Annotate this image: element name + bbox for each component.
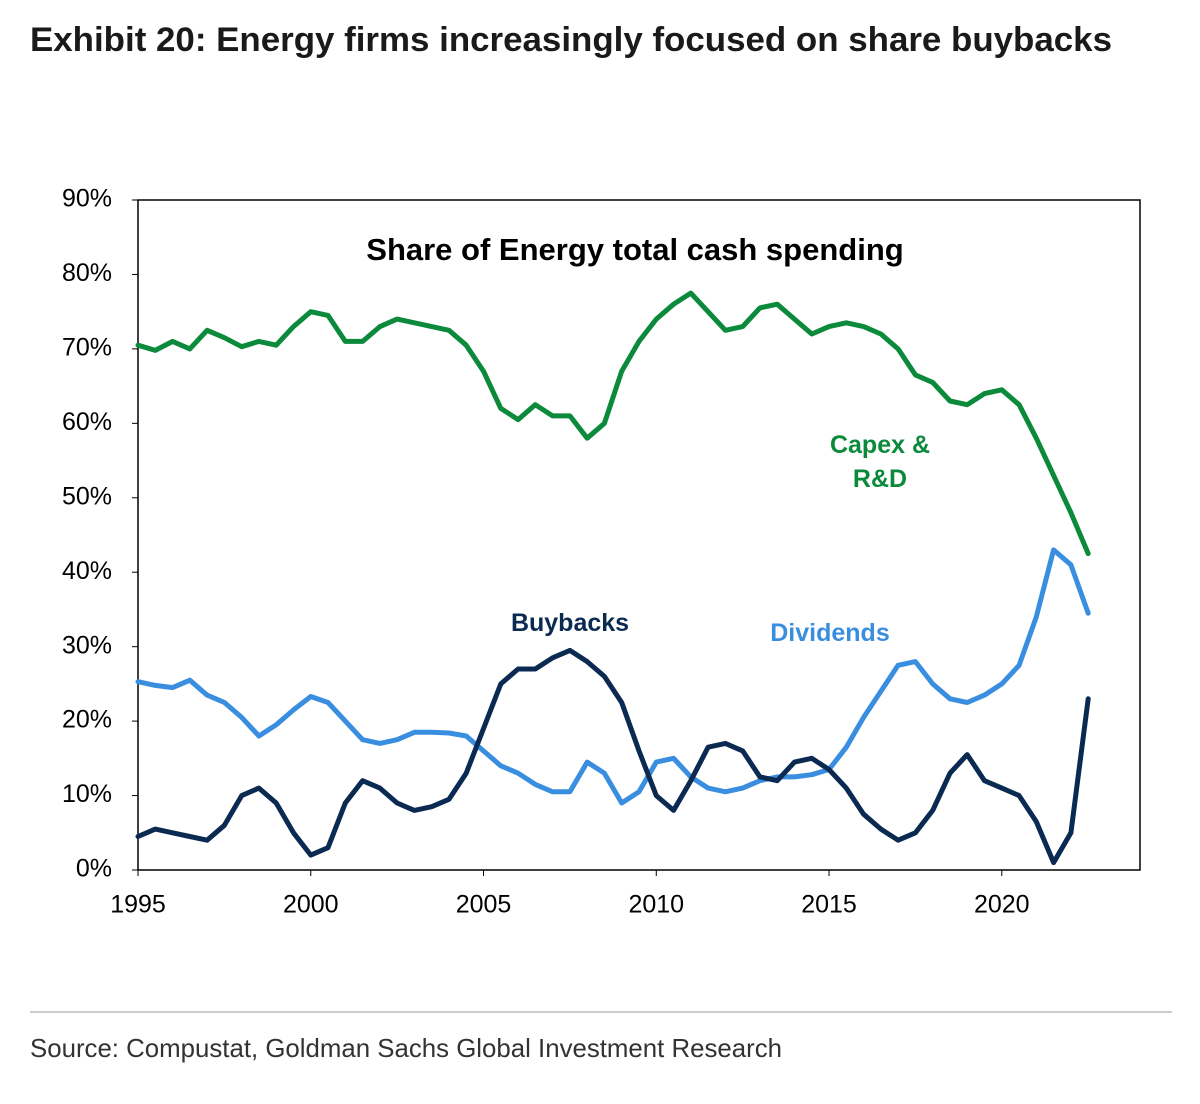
y-tick-label: 80% <box>62 259 112 287</box>
x-tick-label: 2020 <box>974 891 1030 919</box>
source: Source: Compustat, Goldman Sachs Global … <box>30 1033 782 1063</box>
y-tick-label: 60% <box>62 408 112 436</box>
y-tick-label: 0% <box>76 855 112 883</box>
series-label: Buybacks <box>510 609 630 637</box>
y-tick-label: 90% <box>62 185 112 213</box>
series-line <box>135 547 1091 806</box>
y-tick-label: 70% <box>62 333 112 361</box>
series-label: Capex & R&D <box>829 431 931 493</box>
plot-frame <box>137 199 1141 871</box>
series-line <box>135 290 1091 557</box>
y-tick-label: 20% <box>62 706 112 734</box>
x-tick-label: 2015 <box>801 891 857 919</box>
x-tick-label: 2005 <box>456 891 512 919</box>
y-tick-label: 50% <box>62 482 112 510</box>
x-tick-label: 1995 <box>110 891 166 919</box>
y-tick-label: 40% <box>62 557 112 585</box>
chart-title: Exhibit 20: Energy firms increasingly fo… <box>30 21 1112 59</box>
x-tick-label: 2010 <box>628 891 684 919</box>
series-label: Dividends <box>770 619 890 647</box>
y-tick-label: 30% <box>62 631 112 659</box>
y-tick-label: 10% <box>62 780 112 808</box>
chart-subtitle: Share of Energy total cash spending <box>366 232 903 267</box>
x-tick-label: 2000 <box>283 891 339 919</box>
series-line <box>135 647 1091 866</box>
